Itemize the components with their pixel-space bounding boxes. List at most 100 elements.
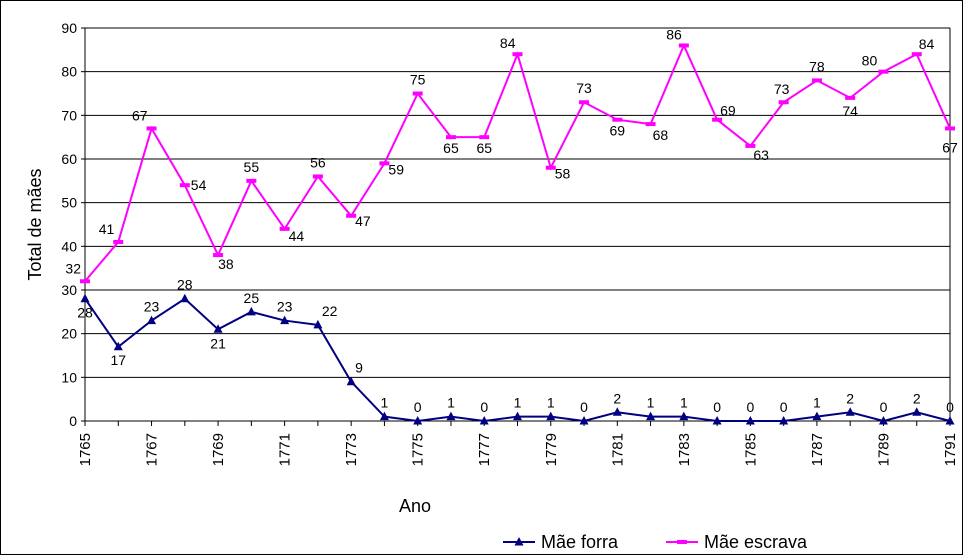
series-mae-forra: [80, 293, 955, 425]
y-tick-label: 90: [61, 20, 77, 36]
data-point: [113, 341, 123, 351]
data-point: [579, 100, 590, 105]
data-label-mae-escrava: 74: [842, 103, 858, 119]
data-label-mae-forra: 17: [110, 352, 126, 368]
data-point: [911, 52, 922, 57]
data-label-mae-escrava: 84: [919, 36, 935, 52]
data-point: [80, 293, 90, 303]
data-point: [379, 411, 389, 421]
legend-marker: [514, 537, 524, 546]
y-tick-label: 50: [61, 195, 77, 211]
data-point: [113, 239, 124, 244]
legend: Mãe forra Mãe escrava: [503, 532, 808, 552]
data-point: [445, 135, 456, 140]
data-label-mae-escrava: 38: [218, 256, 234, 272]
data-point: [279, 226, 290, 231]
data-point: [912, 407, 922, 416]
x-tick-label: 1787: [809, 433, 826, 466]
data-label-mae-forra: 1: [514, 395, 522, 411]
data-label-mae-forra: 2: [613, 390, 621, 406]
x-tick-label: 1791: [942, 433, 959, 466]
data-point: [446, 411, 456, 421]
axes: [81, 27, 951, 426]
data-point: [779, 416, 789, 425]
data-label-mae-escrava: 41: [99, 221, 115, 237]
data-point: [612, 117, 623, 122]
data-point: [313, 319, 323, 329]
data-point: [878, 416, 888, 425]
data-label-mae-forra: 2: [913, 390, 921, 406]
data-point: [678, 43, 689, 48]
x-tick-label: 1783: [676, 433, 693, 466]
data-label-mae-forra: 23: [144, 299, 160, 315]
x-tick-label: 1779: [543, 433, 560, 466]
data-point: [778, 100, 789, 105]
data-label-mae-forra: 1: [680, 395, 688, 411]
data-point: [612, 407, 622, 416]
data-label-mae-forra: 0: [780, 399, 788, 415]
data-point: [845, 95, 856, 100]
data-point: [346, 213, 357, 218]
x-tick-label: 1789: [875, 433, 892, 466]
data-label-mae-escrava: 69: [610, 123, 626, 139]
data-label-mae-forra: 1: [547, 395, 555, 411]
data-point: [413, 416, 423, 425]
data-label-mae-forra: 25: [244, 290, 260, 306]
data-point: [246, 178, 257, 183]
data-label-mae-forra: 0: [414, 399, 422, 415]
data-point: [579, 416, 589, 425]
x-tick-label: 1769: [210, 433, 227, 466]
data-point: [945, 416, 955, 425]
data-point: [147, 315, 157, 325]
data-point: [513, 411, 522, 421]
x-tick-label: 1775: [410, 433, 427, 466]
data-point: [346, 376, 356, 386]
x-tick-label: 1781: [609, 433, 626, 466]
data-label-mae-escrava: 78: [809, 58, 825, 74]
x-tick-labels: 1765 1767 1769 1771 1773 1775 1777 1779 1781 1783…: [77, 433, 959, 466]
data-label-mae-escrava: 69: [720, 103, 736, 119]
data-label-mae-forra: 28: [77, 305, 93, 321]
x-tick-label: 1785: [742, 433, 759, 466]
data-point: [712, 117, 723, 122]
data-point: [545, 165, 556, 170]
data-label-mae-escrava: 84: [500, 35, 516, 51]
data-label-mae-forra: 0: [580, 399, 588, 415]
data-label-mae-forra: 0: [946, 399, 954, 415]
data-point: [246, 306, 256, 316]
legend-item: Mãe forra: [503, 532, 619, 552]
y-tick-label: 30: [61, 282, 77, 298]
data-label-mae-forra: 0: [746, 399, 754, 415]
data-label-mae-escrava: 65: [443, 140, 459, 156]
x-tick-label: 1773: [343, 433, 360, 466]
data-label-mae-escrava: 58: [555, 166, 571, 182]
data-label-mae-forra: 2: [846, 390, 854, 406]
data-label-mae-forra: 0: [480, 399, 488, 415]
data-label-mae-escrava: 67: [132, 107, 148, 123]
data-point: [180, 293, 190, 303]
data-point: [379, 161, 390, 166]
data-label-mae-escrava: 59: [388, 161, 404, 177]
series-group: [80, 42, 955, 425]
data-point: [146, 126, 157, 131]
data-label-mae-escrava: 55: [244, 159, 260, 175]
x-tick-label: 1777: [476, 433, 493, 466]
data-label-mae-forra: 28: [177, 277, 193, 293]
data-label-mae-forra: 1: [813, 395, 821, 411]
x-tick-label: 1767: [144, 433, 161, 466]
data-point: [546, 411, 556, 421]
y-tick-label: 20: [61, 326, 77, 342]
data-point: [811, 78, 822, 83]
data-point: [412, 91, 423, 96]
data-point: [812, 411, 822, 421]
data-label-mae-escrava: 32: [65, 260, 81, 276]
data-label-mae-forra: 0: [713, 399, 721, 415]
x-tick-label: 1765: [77, 433, 94, 466]
data-label-mae-forra: 9: [355, 360, 363, 376]
data-label-mae-escrava: 47: [355, 213, 371, 229]
y-tick-label: 80: [61, 64, 77, 80]
data-point: [878, 69, 889, 74]
